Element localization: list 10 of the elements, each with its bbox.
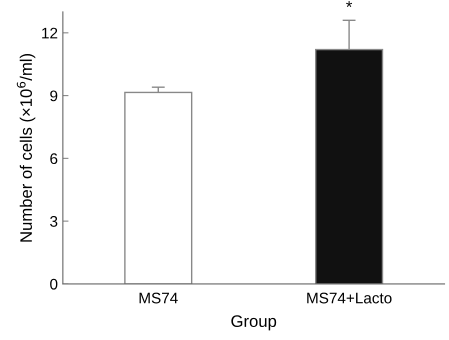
x-tick-label: MS74 (140, 292, 178, 304)
x-tick-label: MS74+Lacto (307, 292, 392, 304)
annotation: * (346, 1, 352, 8)
y-tick-label: 6 (50, 153, 58, 164)
y-axis-title: Number of cells (×10$^{6}$/ml) (16, 54, 36, 242)
x-axis-title: Group (231, 315, 276, 330)
y-tick-label: 12 (42, 28, 58, 38)
y-tick-label: 3 (50, 216, 58, 227)
y-tick-label: 9 (50, 90, 58, 102)
y-tick-label: 0 (50, 278, 58, 290)
